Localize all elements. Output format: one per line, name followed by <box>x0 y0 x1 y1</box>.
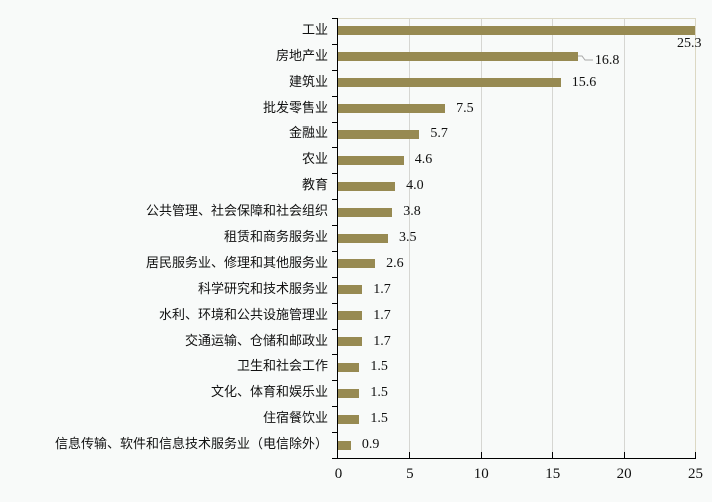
bar <box>338 285 363 295</box>
bar <box>338 440 351 450</box>
leader-line <box>577 55 593 61</box>
category-label: 教育 <box>301 178 328 194</box>
bar <box>338 26 695 36</box>
y-tick <box>332 43 337 45</box>
value-label: 4.0 <box>406 178 424 194</box>
value-label: 1.5 <box>370 411 388 427</box>
bar <box>338 207 393 217</box>
bar <box>338 52 578 62</box>
x-tick-label: 0 <box>334 466 343 482</box>
bar <box>338 414 360 424</box>
gridline <box>409 18 411 458</box>
y-tick <box>332 18 337 19</box>
gridline <box>623 18 625 458</box>
bar <box>338 362 360 372</box>
x-tick <box>623 452 625 458</box>
y-axis <box>337 18 338 459</box>
category-label: 居民服务业、修理和其他服务业 <box>145 255 328 271</box>
category-label: 工业 <box>301 22 328 38</box>
value-label: 1.7 <box>373 333 391 349</box>
y-tick <box>332 406 337 408</box>
bar <box>338 233 388 243</box>
y-tick <box>332 302 337 304</box>
category-label: 租赁和商务服务业 <box>223 230 328 245</box>
category-label: 交通运输、仓储和邮政业 <box>184 333 328 349</box>
category-label: 公共管理、社会保障和社会组织 <box>145 204 328 220</box>
gridline <box>552 18 554 458</box>
value-label: 4.6 <box>414 152 433 168</box>
y-tick <box>332 147 337 149</box>
bar <box>338 388 360 398</box>
x-tick-label: 25 <box>688 466 703 482</box>
y-tick <box>332 432 337 434</box>
bar <box>338 259 376 269</box>
value-label: 5.7 <box>430 126 448 142</box>
x-tick-label: 20 <box>616 466 632 482</box>
value-label: 1.7 <box>373 307 391 323</box>
x-tick <box>409 452 411 458</box>
y-tick <box>332 380 337 382</box>
y-tick <box>332 225 337 227</box>
value-label: 2.6 <box>386 255 404 271</box>
y-tick <box>332 69 337 71</box>
bar <box>338 181 396 191</box>
bar <box>338 104 446 114</box>
value-label: 15.6 <box>571 74 597 90</box>
bar <box>338 129 420 139</box>
y-tick <box>332 354 337 356</box>
bar <box>338 337 363 347</box>
category-label: 金融业 <box>288 126 328 142</box>
category-label: 水利、环境和公共设施管理业 <box>158 307 328 323</box>
y-tick <box>332 458 337 459</box>
y-tick <box>332 328 337 330</box>
category-label: 科学研究和技术服务业 <box>197 281 328 297</box>
category-label: 住宿餐饮业 <box>262 411 328 427</box>
category-label: 批发零售业 <box>262 100 328 116</box>
category-label: 农业 <box>301 152 328 168</box>
value-label: 1.5 <box>370 385 388 401</box>
category-label: 文化、体育和娱乐业 <box>210 385 328 401</box>
value-label: 3.8 <box>403 204 421 220</box>
x-axis <box>337 458 696 459</box>
y-tick <box>332 121 337 123</box>
category-label: 信息传输、软件和信息技术服务业（电信除外） <box>54 437 328 453</box>
y-tick <box>332 199 337 201</box>
bar <box>338 155 404 165</box>
category-label: 建筑业 <box>288 74 328 90</box>
value-label: 7.5 <box>456 100 474 116</box>
x-tick <box>695 452 696 458</box>
x-tick-label: 5 <box>406 466 414 482</box>
x-tick-label: 15 <box>545 466 561 482</box>
category-label: 房地产业 <box>275 48 328 64</box>
x-tick <box>480 452 482 458</box>
value-label: 3.5 <box>398 230 417 245</box>
gridline <box>480 18 482 458</box>
value-label: 0.9 <box>361 437 380 453</box>
x-tick <box>552 452 554 458</box>
category-label: 卫生和社会工作 <box>236 359 328 375</box>
y-tick <box>332 250 337 252</box>
x-tick-label: 10 <box>473 466 489 482</box>
y-tick <box>332 95 337 97</box>
bar <box>338 311 363 321</box>
y-tick <box>332 276 337 278</box>
plot-border-top <box>338 18 696 19</box>
bar <box>338 78 561 88</box>
value-label: 16.8 <box>594 52 620 68</box>
value-label: 1.7 <box>373 281 391 297</box>
y-tick <box>332 173 337 175</box>
value-label: 25.3 <box>677 35 702 51</box>
value-label: 1.5 <box>370 359 388 375</box>
plot-border-right <box>695 18 696 458</box>
